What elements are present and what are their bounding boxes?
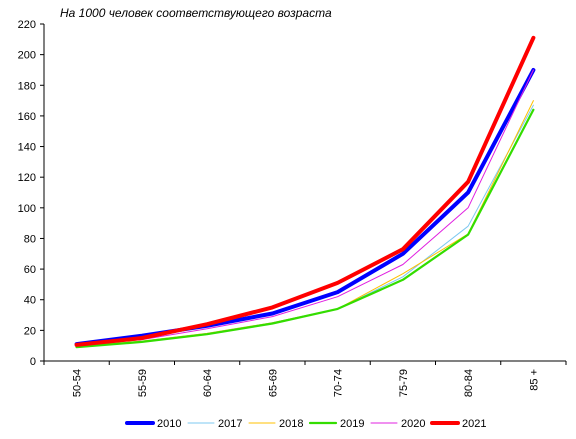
series-line-2021 <box>74 35 536 347</box>
y-tick-label: 20 <box>24 325 36 337</box>
chart-axes: 0 20 40 60 80 100 120 140 160 180 200 220 50-54 55-59… <box>18 19 567 397</box>
series-line-2010 <box>74 68 536 347</box>
y-tick-label: 100 <box>18 203 36 215</box>
x-tick-label: 65-69 <box>267 369 279 397</box>
x-tick-label: 50-54 <box>72 369 84 397</box>
chart-title: На 1000 человек соответствующего возраст… <box>60 6 332 20</box>
x-tick-label: 85 + <box>528 369 540 391</box>
y-tick-label: 120 <box>18 172 36 184</box>
legend-label-2019: 2019 <box>340 418 364 430</box>
chart-legend: 2010 2017 2018 2019 2020 2021 <box>125 418 486 430</box>
y-tick-label: 60 <box>24 264 36 276</box>
series-line-2018 <box>76 100 534 347</box>
series-line-2017 <box>76 104 534 347</box>
chart-series-lines <box>74 35 536 349</box>
x-tick-label: 75-79 <box>398 369 410 397</box>
y-tick-label: 40 <box>24 295 36 307</box>
legend-label-2018: 2018 <box>279 418 303 430</box>
y-tick-label: 180 <box>18 80 36 92</box>
legend-label-2020: 2020 <box>401 418 425 430</box>
y-tick-label: 220 <box>18 19 36 31</box>
y-tick-label: 80 <box>24 233 36 245</box>
x-tick-label: 60-64 <box>202 369 214 397</box>
legend-label-2010: 2010 <box>157 418 181 430</box>
legend-label-2017: 2017 <box>218 418 242 430</box>
x-tick-label: 70-74 <box>333 369 345 397</box>
y-tick-label: 200 <box>18 50 36 62</box>
x-tick-label: 80-84 <box>463 369 475 397</box>
y-tick-label: 160 <box>18 111 36 123</box>
y-tick-label: 0 <box>30 356 36 368</box>
series-line-2019 <box>75 108 535 349</box>
legend-label-2021: 2021 <box>462 418 486 430</box>
x-tick-label: 55-59 <box>137 369 149 397</box>
y-tick-label: 140 <box>18 142 36 154</box>
series-line-2020 <box>76 69 534 347</box>
